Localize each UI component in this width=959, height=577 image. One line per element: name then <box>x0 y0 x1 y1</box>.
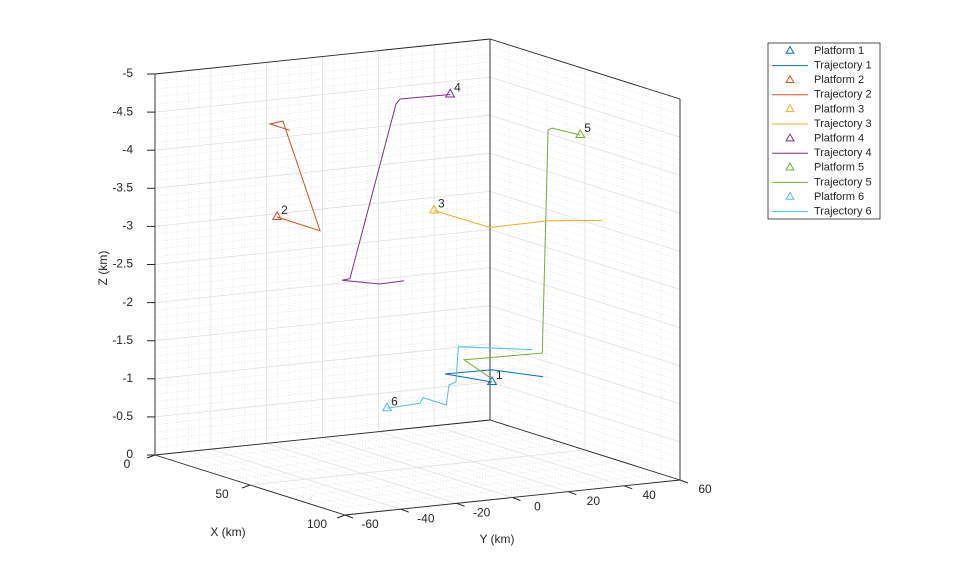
grid-line <box>489 76 681 138</box>
legend-marker <box>785 103 795 113</box>
grid-line <box>154 152 491 189</box>
z-tick-label: -3.5 <box>112 180 133 194</box>
legend-label: Platform 5 <box>814 162 864 174</box>
grid-line <box>249 449 586 486</box>
z-tick-label: -2 <box>122 295 133 309</box>
legend-marker <box>785 133 795 142</box>
platform-label: 6 <box>391 394 398 408</box>
grid-line <box>154 343 491 380</box>
z-tick-label: -4.5 <box>112 104 133 118</box>
y-tick-label: 0 <box>534 500 541 514</box>
y-axis-label: Y (km) <box>479 532 514 546</box>
plot-area: 1 2 3 4 5 6 <box>268 81 603 412</box>
legend-marker <box>785 45 795 54</box>
z-tick-label: -2.5 <box>112 257 133 271</box>
legend-label: Trajectory 1 <box>814 60 872 72</box>
legend-label: Platform 4 <box>814 133 864 145</box>
x-axis-label: X (km) <box>210 525 245 539</box>
grid-line <box>154 76 491 113</box>
legend-label: Platform 1 <box>814 45 864 57</box>
z-axis-label: Z (km) <box>96 251 110 286</box>
legend-label: Platform 3 <box>814 103 864 115</box>
y-tick-label: -60 <box>361 517 379 531</box>
y-tick-label: -20 <box>473 506 491 520</box>
tick-mark <box>336 514 346 519</box>
tick-mark <box>400 508 410 513</box>
trajectory-line <box>268 120 321 232</box>
platform-marker <box>486 375 498 385</box>
legend-label: Trajectory 6 <box>814 206 872 218</box>
trajectory-line <box>341 94 451 285</box>
z-tick-label: -1 <box>122 371 133 385</box>
grid-line <box>489 191 681 252</box>
tick-mark <box>679 479 689 484</box>
axis-line <box>154 419 491 456</box>
grid-line <box>489 343 681 405</box>
grid-line <box>154 229 491 265</box>
legend-marker <box>785 162 795 171</box>
tick-mark <box>241 484 251 489</box>
platform-label: 2 <box>281 203 288 217</box>
y-tick-label: 40 <box>642 488 656 502</box>
x-tick-label: 100 <box>307 517 327 531</box>
grid-line <box>154 191 491 227</box>
grid-line <box>154 114 491 151</box>
grid-line <box>154 381 491 418</box>
z-tick-label: -0.5 <box>112 409 133 423</box>
trajectory-line <box>445 369 544 383</box>
grid <box>154 38 681 516</box>
trajectory-line <box>433 210 603 229</box>
grid-line <box>489 267 681 328</box>
legend-label: Trajectory 2 <box>814 89 872 101</box>
z-tick-label: 0 <box>126 447 133 461</box>
platform-marker <box>428 204 440 214</box>
z-tick-label: -5 <box>122 66 133 80</box>
tick-mark <box>456 502 465 507</box>
trajectory-line <box>462 127 581 379</box>
platform-label: 3 <box>438 197 445 211</box>
grid-line <box>489 381 681 443</box>
legend-label: Platform 6 <box>814 191 864 203</box>
platform-marker <box>381 402 393 412</box>
y-tick-label: 60 <box>698 482 712 496</box>
x-tick-label: 50 <box>215 487 229 501</box>
axis-line <box>154 38 491 75</box>
legend: Platform 1 Trajectory 1 Platform 2 Trajecto… <box>767 42 881 220</box>
legend-marker <box>785 74 795 83</box>
z-tick-label: -1.5 <box>112 333 133 347</box>
tick-mark <box>512 497 521 501</box>
platform-label: 4 <box>454 81 461 95</box>
axis-line <box>489 38 681 100</box>
legend-label: Platform 2 <box>814 74 864 86</box>
platform-label: 5 <box>584 121 591 135</box>
z-tick-label: -3 <box>122 219 133 233</box>
grid-line <box>489 152 681 214</box>
legend-box <box>767 42 881 220</box>
legend-label: Trajectory 5 <box>814 176 872 188</box>
legend-marker <box>785 191 795 200</box>
grid-line <box>154 305 491 342</box>
platform-marker <box>271 210 283 220</box>
grid-line <box>154 267 491 303</box>
platform-label: 1 <box>496 368 503 382</box>
grid-line <box>489 229 681 290</box>
y-tick-label: 20 <box>587 494 601 508</box>
legend-label: Trajectory 4 <box>814 147 872 159</box>
x-tick-label: 0 <box>124 457 131 471</box>
tick-mark <box>568 491 577 496</box>
platform-marker <box>575 129 586 139</box>
ticks: -60 -40 -20 0 20 40 60050100-5-4.5-4-3.5-3-2.5… <box>112 66 712 531</box>
trajectory-line <box>387 346 533 409</box>
axis-line <box>489 419 681 481</box>
y-tick-label: -40 <box>417 511 435 525</box>
grid-line <box>489 114 681 176</box>
platform-marker <box>444 88 456 98</box>
legend-label: Trajectory 3 <box>814 118 872 130</box>
tick-mark <box>344 514 354 519</box>
tick-mark <box>623 485 633 490</box>
z-tick-label: -4 <box>122 142 133 156</box>
grid-line <box>489 305 681 367</box>
